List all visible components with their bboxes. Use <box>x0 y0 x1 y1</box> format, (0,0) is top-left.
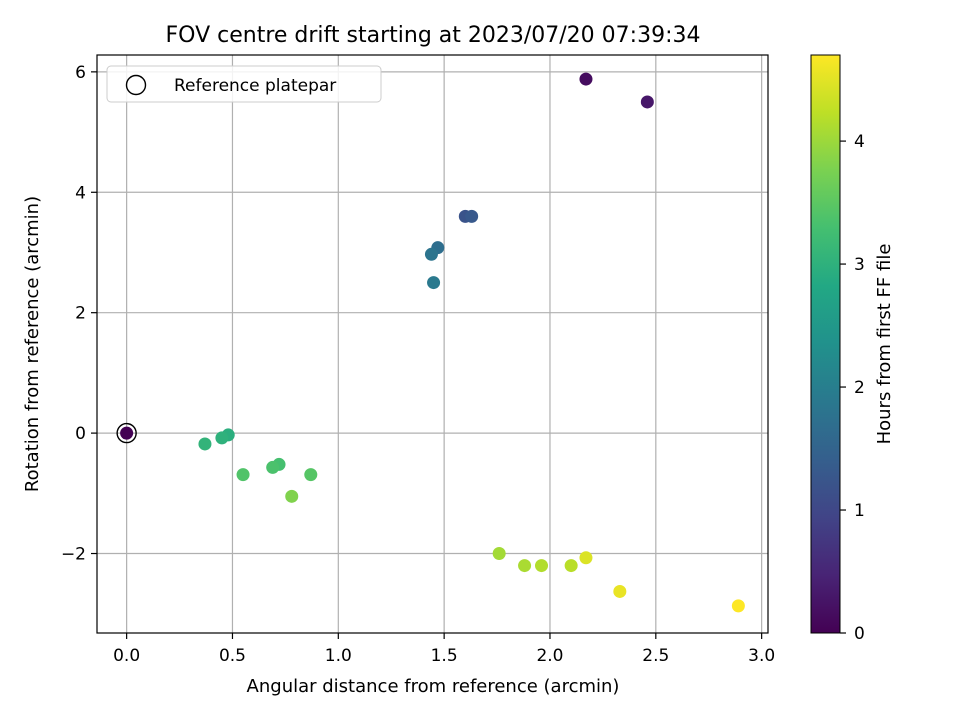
x-tick-label: 0.5 <box>219 646 246 666</box>
data-point <box>579 551 593 565</box>
y-axis-ticks: −2 0 2 4 6 <box>61 63 97 565</box>
colorbar <box>810 54 841 634</box>
data-point <box>120 426 134 440</box>
legend: Reference platepar <box>106 65 382 103</box>
grid-lines <box>97 55 768 633</box>
x-tick-label: 3.0 <box>748 646 775 666</box>
x-tick-label: 1.5 <box>431 646 458 666</box>
y-tick-label: 4 <box>75 183 86 203</box>
data-point <box>640 95 654 109</box>
data-point <box>215 431 229 445</box>
data-point <box>427 276 441 290</box>
reference-marker <box>116 422 137 444</box>
data-point <box>424 247 438 261</box>
x-tick-label: 2.5 <box>642 646 669 666</box>
data-point <box>198 437 212 451</box>
data-point <box>266 460 280 474</box>
x-tick-label: 2.0 <box>536 646 563 666</box>
data-point <box>236 468 250 482</box>
data-point <box>492 547 506 561</box>
plot-frame <box>96 54 769 634</box>
colorbar-tick-label: 4 <box>854 132 865 152</box>
y-tick-label: −2 <box>61 545 86 565</box>
colorbar-tick-label: 3 <box>854 255 865 275</box>
legend-box <box>106 65 382 103</box>
colorbar-tick-label: 2 <box>854 378 865 398</box>
colorbar-tick-label: 0 <box>854 624 865 644</box>
reference-platepar-marker <box>116 422 137 444</box>
x-axis-label: Angular distance from reference (arcmin) <box>247 676 620 697</box>
colorbar-tick-label: 1 <box>854 501 865 521</box>
y-tick-label: 0 <box>75 424 86 444</box>
x-tick-label: 0.0 <box>113 646 140 666</box>
data-point <box>564 559 578 573</box>
legend-open-circle-icon <box>125 74 147 96</box>
data-point <box>465 209 479 223</box>
y-axis-label: Rotation from reference (arcmin) <box>22 196 43 492</box>
x-axis-ticks: 0.0 0.5 1.0 1.5 2.0 2.5 3.0 <box>113 633 775 666</box>
chart-title: FOV centre drift starting at 2023/07/20 … <box>166 23 701 48</box>
legend-label: Reference platepar <box>174 76 336 96</box>
colorbar-ticks: 0 1 2 3 4 <box>840 132 865 644</box>
data-point <box>579 72 593 86</box>
data-point <box>304 468 318 482</box>
data-point <box>613 584 627 598</box>
y-tick-label: 6 <box>75 63 86 83</box>
data-point <box>731 599 745 613</box>
data-point <box>285 489 299 503</box>
y-tick-label: 2 <box>75 304 86 324</box>
colorbar-label: Hours from first FF file <box>874 244 895 445</box>
x-tick-label: 1.0 <box>325 646 352 666</box>
data-points <box>120 72 745 613</box>
data-point <box>535 559 549 573</box>
data-point <box>518 559 532 573</box>
